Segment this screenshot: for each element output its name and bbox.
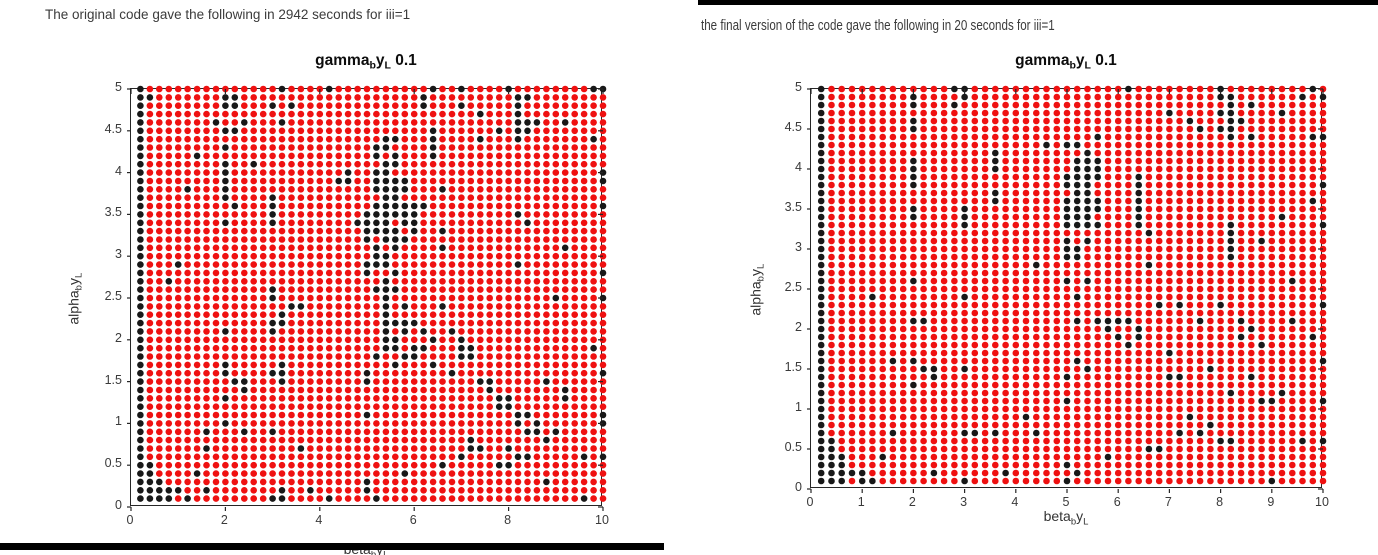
- label-text: beta: [1043, 508, 1071, 524]
- x-tick-label: 0: [126, 513, 134, 527]
- subscript-text: L: [755, 263, 767, 270]
- x-tick-label: 7: [1164, 495, 1172, 509]
- label-text: y: [65, 278, 82, 286]
- y-tick-label: 4: [795, 160, 802, 174]
- y-tick-label: 4.5: [104, 121, 122, 136]
- label-text: y: [747, 269, 764, 277]
- label-text: y: [375, 52, 385, 69]
- plot-title: gammabyL 0.1: [130, 52, 602, 72]
- x-tick-label: 0: [806, 495, 814, 509]
- black-dots: [137, 85, 607, 502]
- top-right-black-bar: [698, 0, 1378, 5]
- scatter-dots-svg: [807, 85, 1327, 493]
- label-text: 0.1: [390, 52, 417, 69]
- label-text: gamma: [1015, 52, 1070, 69]
- label-text: 0.1: [1090, 52, 1117, 69]
- y-tick-label: 1: [115, 414, 122, 429]
- y-tick-label: 0.5: [784, 440, 802, 454]
- scatter-plot-final: [807, 85, 1327, 493]
- red-grid-dots: [828, 85, 1327, 485]
- caption-final-code: the final version of the code gave the f…: [701, 18, 1055, 34]
- x-tick-label: 8: [1216, 495, 1224, 509]
- y-tick-label: 2.5: [784, 280, 802, 294]
- y-tick-label: 0: [115, 498, 122, 512]
- caption-original-code: The original code gave the following in …: [45, 7, 411, 22]
- y-tick-label: 5: [115, 80, 122, 94]
- subscript-text: b: [370, 549, 377, 555]
- label-text: gamma: [315, 52, 370, 69]
- y-tick-label: 1: [795, 400, 802, 414]
- black-dots: [817, 85, 1327, 485]
- label-text: y: [1075, 52, 1085, 69]
- x-tick-label: 6: [409, 513, 417, 527]
- x-tick-label: 2: [220, 513, 228, 527]
- x-tick-label: 6: [1113, 495, 1121, 509]
- y-tick-label: 2: [795, 320, 802, 334]
- plot-title: gammabyL 0.1: [810, 52, 1322, 72]
- axis-ticks: [807, 88, 1324, 493]
- y-tick-label: 0: [795, 480, 802, 494]
- label-text: y: [1076, 508, 1084, 524]
- y-tick-label: 5: [795, 80, 802, 94]
- x-tick-label: 10: [1315, 495, 1329, 509]
- bottom-left-black-bar: [0, 543, 664, 550]
- x-tick-label: 5: [1062, 495, 1070, 509]
- x-tick-label: 3: [960, 495, 968, 509]
- x-tick-label: 2: [908, 495, 916, 509]
- x-tick-label: 4: [1011, 495, 1019, 509]
- y-tick-label: 0.5: [104, 456, 122, 471]
- scatter-plot-original: [127, 85, 607, 511]
- y-tick-label: 3.5: [784, 200, 802, 214]
- x-tick-label: 8: [504, 513, 512, 527]
- y-tick-label: 4: [115, 163, 122, 178]
- subscript-text: L: [384, 59, 391, 72]
- subscript-text: b: [1069, 59, 1076, 72]
- scatter-dots-svg: [127, 85, 607, 511]
- x-tick-label: 9: [1267, 495, 1275, 509]
- red-grid-dots: [146, 85, 607, 502]
- y-tick-label: 1.5: [784, 360, 802, 374]
- y-tick-label: 3: [115, 247, 122, 262]
- axis-ticks: [127, 88, 604, 511]
- x-axis-label: betabyL: [810, 508, 1322, 527]
- y-tick-label: 1.5: [104, 372, 122, 387]
- y-tick-label: 2.5: [104, 289, 122, 303]
- subscript-text: L: [383, 549, 389, 555]
- subscript-text: L: [1084, 59, 1091, 72]
- x-tick-label: 10: [595, 513, 609, 527]
- subscript-text: b: [1070, 516, 1077, 528]
- y-tick-label: 3.5: [104, 205, 122, 220]
- y-tick-label: 3: [795, 240, 802, 254]
- x-tick-label: 1: [857, 495, 865, 509]
- x-tick-label: 4: [315, 513, 323, 527]
- subscript-text: b: [369, 59, 376, 72]
- subscript-text: L: [73, 272, 85, 279]
- y-tick-label: 2: [115, 330, 122, 345]
- y-tick-label: 4.5: [784, 120, 802, 134]
- subscript-text: L: [1083, 516, 1089, 528]
